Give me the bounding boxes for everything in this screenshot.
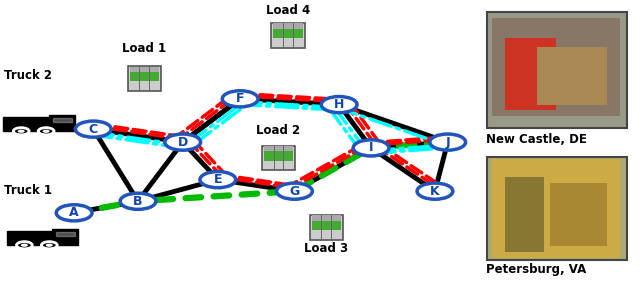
Bar xyxy=(505,38,556,110)
Circle shape xyxy=(46,244,53,247)
Bar xyxy=(492,160,620,258)
Text: I: I xyxy=(369,142,373,154)
Bar xyxy=(264,151,293,161)
Circle shape xyxy=(222,91,258,107)
Polygon shape xyxy=(49,115,75,131)
Circle shape xyxy=(276,183,312,199)
Circle shape xyxy=(43,130,50,133)
Circle shape xyxy=(18,130,25,133)
Bar xyxy=(273,23,303,29)
Bar xyxy=(537,47,607,105)
Bar xyxy=(310,215,343,240)
Text: H: H xyxy=(334,98,344,111)
Text: D: D xyxy=(177,136,188,148)
Polygon shape xyxy=(56,232,76,236)
Text: New Castle, DE: New Castle, DE xyxy=(486,133,587,146)
Polygon shape xyxy=(52,229,78,245)
Bar xyxy=(550,182,607,246)
Circle shape xyxy=(200,172,236,188)
Circle shape xyxy=(76,121,111,137)
Circle shape xyxy=(38,128,54,135)
Bar xyxy=(492,18,620,116)
Polygon shape xyxy=(3,117,49,131)
Circle shape xyxy=(120,193,156,209)
Text: Load 2: Load 2 xyxy=(257,124,301,137)
Circle shape xyxy=(417,183,453,199)
Text: Petersburg, VA: Petersburg, VA xyxy=(486,263,586,276)
Bar xyxy=(128,66,161,91)
Circle shape xyxy=(56,205,92,221)
Circle shape xyxy=(321,97,357,113)
Bar xyxy=(130,72,159,81)
Text: E: E xyxy=(214,173,222,186)
Text: Load 1: Load 1 xyxy=(122,42,166,55)
Text: Load 4: Load 4 xyxy=(266,4,310,17)
Bar xyxy=(505,177,543,252)
Circle shape xyxy=(42,242,57,249)
Text: B: B xyxy=(133,195,143,208)
Bar xyxy=(264,146,293,151)
Text: G: G xyxy=(289,185,300,198)
Circle shape xyxy=(430,134,466,150)
Bar xyxy=(312,221,341,230)
Circle shape xyxy=(13,128,29,135)
Text: Truck 1: Truck 1 xyxy=(4,184,52,197)
Bar xyxy=(487,157,627,260)
Text: A: A xyxy=(69,206,79,219)
Bar xyxy=(273,29,303,38)
Circle shape xyxy=(17,242,32,249)
Bar xyxy=(487,12,627,128)
Text: J: J xyxy=(445,136,450,148)
Text: Load 3: Load 3 xyxy=(305,242,348,255)
Circle shape xyxy=(353,140,389,156)
Text: F: F xyxy=(236,92,244,105)
Circle shape xyxy=(21,244,28,247)
Bar xyxy=(130,67,159,72)
Bar xyxy=(271,23,305,48)
Bar xyxy=(262,146,295,170)
Text: K: K xyxy=(430,185,440,198)
Text: C: C xyxy=(89,123,98,136)
Polygon shape xyxy=(6,231,52,245)
Text: Truck 2: Truck 2 xyxy=(4,68,52,81)
Bar xyxy=(312,215,341,221)
Polygon shape xyxy=(52,118,72,122)
Circle shape xyxy=(165,134,200,150)
